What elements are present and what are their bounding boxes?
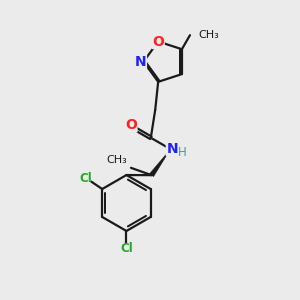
Text: N: N [135,55,146,69]
Text: Cl: Cl [120,242,133,255]
Text: H: H [178,146,186,159]
Text: O: O [152,34,164,49]
Text: N: N [167,142,178,156]
Text: CH₃: CH₃ [198,30,219,40]
Text: O: O [125,118,137,132]
Polygon shape [149,149,170,177]
Text: CH₃: CH₃ [107,155,128,166]
Text: Cl: Cl [79,172,92,185]
